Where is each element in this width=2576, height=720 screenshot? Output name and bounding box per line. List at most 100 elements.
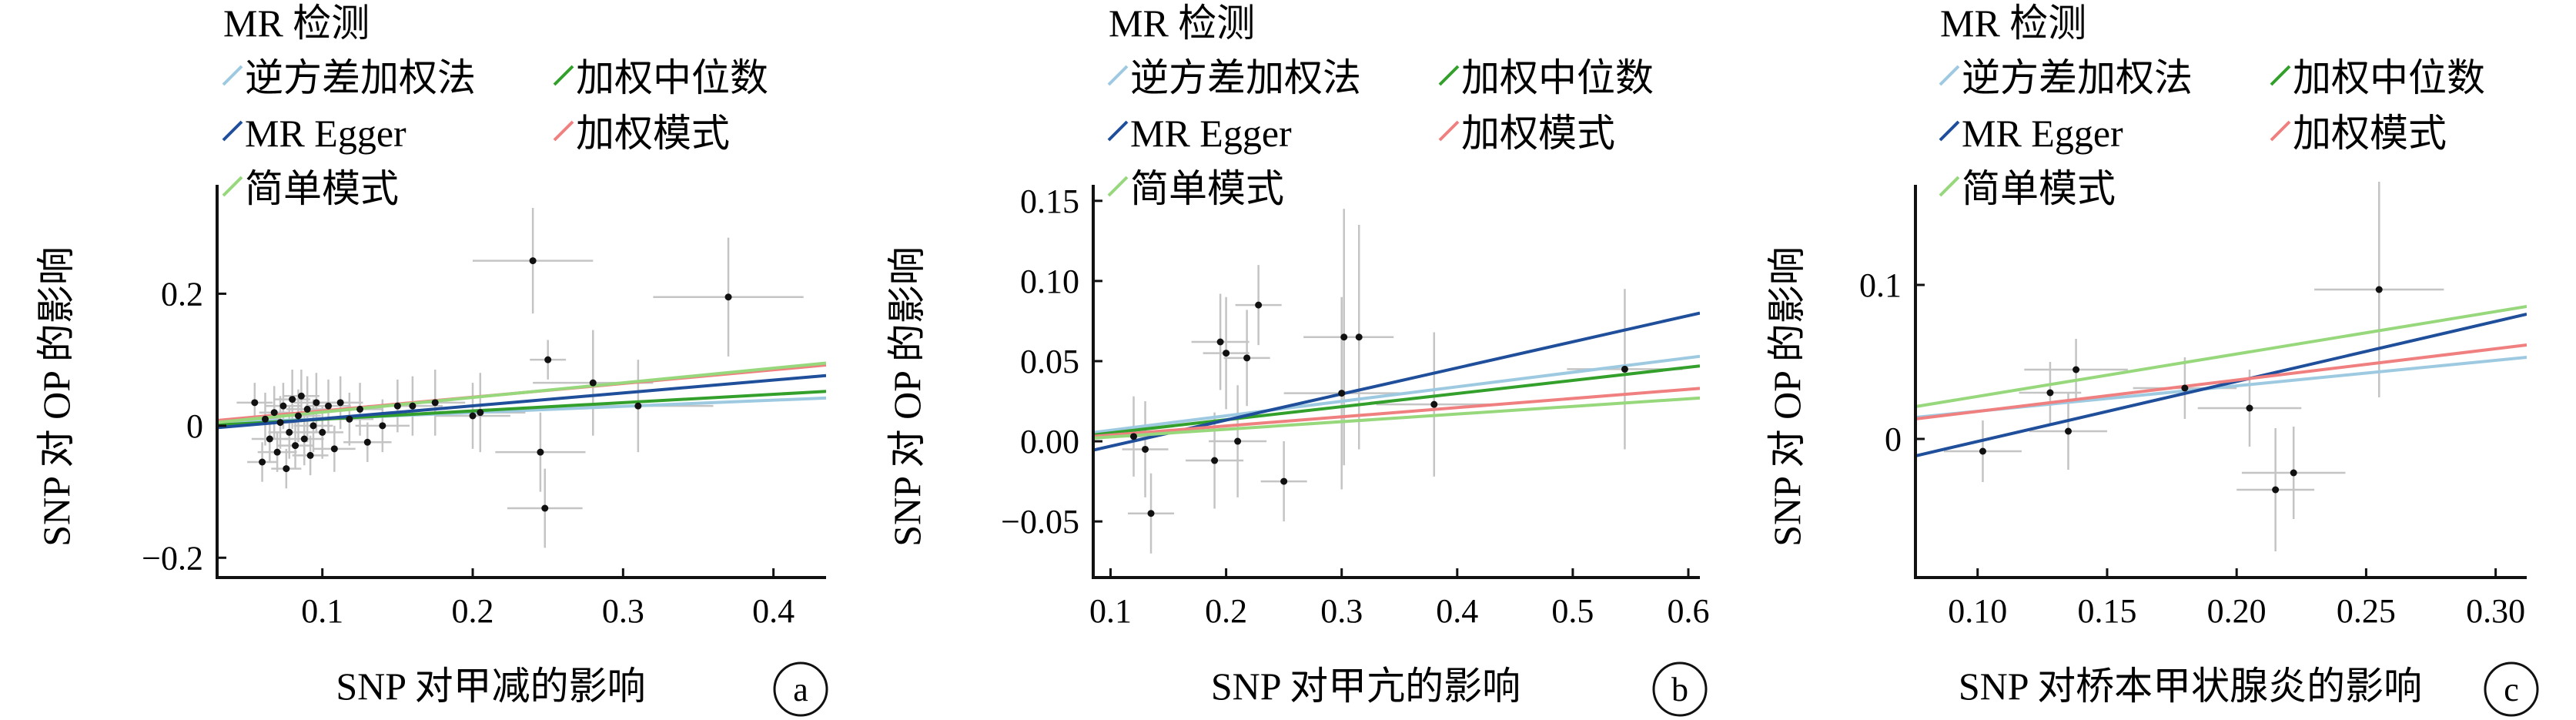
data-point	[1340, 333, 1348, 341]
data-point	[1142, 445, 1149, 453]
data-point	[325, 402, 333, 410]
y-axis-title: SNP 对 OP 的影响	[35, 246, 78, 546]
panel-c: 0.10 0.15 0.20 0.25 0.30 0 0.1 SNP 对桥本甲状腺炎的影响 SN…	[1765, 2, 2539, 717]
legend-label: 逆方差加权法	[1130, 56, 1361, 99]
data-point	[330, 445, 338, 453]
legend-swatch	[1939, 176, 1960, 197]
y-axis-title: SNP 对 OP 的影响	[885, 246, 928, 546]
y-tick-label: −0.05	[1001, 503, 1079, 541]
legend-swatch	[222, 120, 243, 142]
legend-label: 加权中位数	[1461, 56, 1654, 99]
data-point	[477, 409, 484, 417]
data-point	[1979, 447, 1986, 455]
data-point	[297, 392, 305, 400]
x-tick-label: 0.15	[2077, 592, 2136, 630]
legend-label: 简单模式	[1962, 167, 2116, 210]
data-point	[469, 412, 477, 420]
data-point	[1355, 333, 1363, 341]
x-axis-title: SNP 对桥本甲状腺炎的影响	[1959, 665, 2422, 708]
legend-label: 加权模式	[1461, 112, 1615, 155]
data-point	[409, 402, 417, 410]
data-point	[1243, 354, 1251, 362]
data-point	[2272, 486, 2280, 494]
data-point	[251, 399, 259, 407]
legend-swatch	[1107, 120, 1129, 142]
data-point	[356, 405, 364, 413]
y-tick-label: 0	[1885, 420, 1902, 458]
legend-swatch	[1438, 65, 1460, 86]
data-point	[309, 422, 317, 430]
data-points	[1979, 286, 2383, 494]
panel-letter: b	[1671, 671, 1688, 708]
data-point	[313, 399, 320, 407]
data-point	[2046, 389, 2054, 397]
data-point	[303, 405, 311, 413]
regression-lines	[1915, 305, 2527, 457]
legend-swatch	[1438, 120, 1460, 142]
regression-lines	[217, 361, 826, 430]
legend-label: MR Egger	[1962, 112, 2123, 155]
x-tick-label: 0.2	[1205, 592, 1247, 630]
data-point	[1223, 350, 1230, 357]
error-bars	[1944, 182, 2444, 551]
y-tick-label: 0.2	[161, 275, 203, 313]
panel-letter-circle	[2484, 661, 2539, 717]
data-point	[544, 356, 552, 363]
data-point	[2290, 469, 2297, 477]
data-point	[306, 451, 314, 459]
legend-label: 加权模式	[2293, 112, 2447, 155]
data-point	[2246, 404, 2253, 412]
x-axis-title: SNP 对甲亢的影响	[1211, 665, 1521, 708]
data-point	[283, 465, 290, 473]
y-axis-title: SNP 对 OP 的影响	[1765, 246, 1808, 546]
y-tick-label: 0.05	[1020, 343, 1079, 380]
x-tick-label: 0.6	[1667, 592, 1709, 630]
legend-swatch	[1107, 176, 1129, 197]
data-point	[319, 428, 326, 436]
data-point	[270, 409, 278, 417]
y-tick-label: −0.2	[142, 539, 203, 577]
data-point	[346, 415, 353, 423]
x-tick-label: 0.5	[1551, 592, 1594, 630]
legend-title: MR 检测	[223, 2, 370, 45]
y-tick-label: 0.1	[1859, 266, 1902, 304]
panel-letter: c	[2504, 671, 2519, 708]
error-bars	[236, 208, 804, 548]
data-point	[2375, 286, 2383, 293]
y-tick-label: 0	[186, 407, 203, 445]
legend-label: MR Egger	[1130, 112, 1292, 155]
data-point	[286, 428, 293, 436]
line-逆方差加权法	[1093, 354, 1700, 434]
legend-swatch	[2270, 65, 2291, 86]
data-point	[1130, 433, 1138, 440]
legend-swatch	[553, 120, 574, 142]
data-point	[1430, 400, 1438, 408]
data-point	[724, 293, 732, 301]
legend-label: 简单模式	[245, 167, 399, 210]
panel-letter-circle	[1652, 661, 1708, 717]
y-tick-label: 0.10	[1020, 263, 1079, 300]
x-tick-label: 0.3	[1320, 592, 1363, 630]
regression-lines	[1093, 311, 1700, 452]
x-tick-label: 0.1	[301, 592, 343, 630]
legend-label: 逆方差加权法	[1962, 56, 2193, 99]
data-point	[289, 396, 296, 404]
x-tick-label: 0.4	[752, 592, 795, 630]
data-point	[259, 458, 266, 466]
legend-swatch	[553, 65, 574, 86]
data-points	[1130, 301, 1628, 517]
data-point	[537, 448, 544, 456]
legend-swatch	[222, 65, 243, 86]
legend-swatch	[1939, 65, 1960, 86]
data-point	[393, 402, 401, 410]
legend-label: 简单模式	[1130, 167, 1284, 210]
data-point	[336, 399, 344, 407]
data-point	[2065, 427, 2072, 435]
data-point	[1216, 338, 1224, 346]
legend-title: MR 检测	[1109, 2, 1255, 45]
panel-letter: a	[793, 671, 808, 708]
y-tick-label: 0.15	[1020, 183, 1079, 220]
